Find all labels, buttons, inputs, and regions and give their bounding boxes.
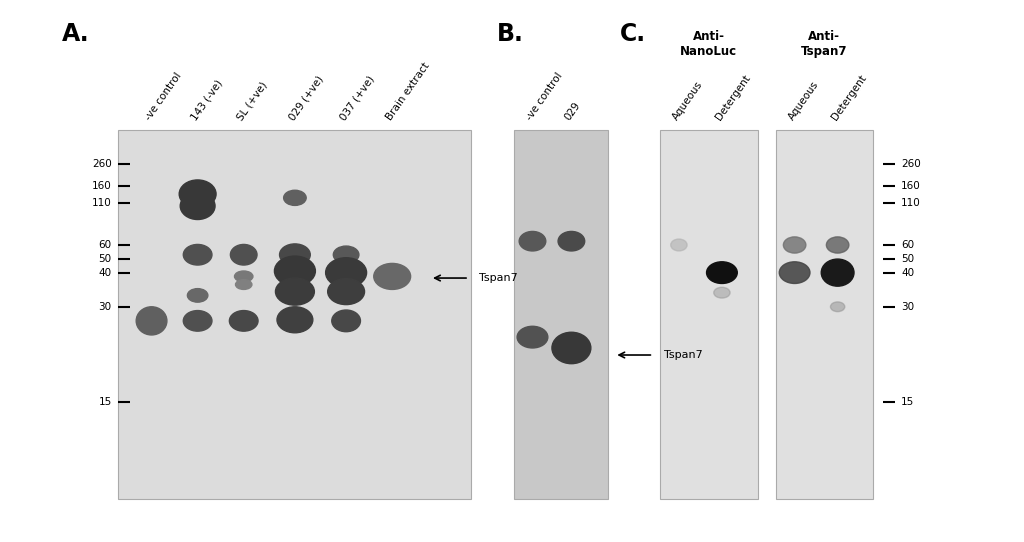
Ellipse shape [274, 256, 315, 286]
Ellipse shape [136, 307, 167, 335]
Text: 50: 50 [98, 254, 112, 264]
Ellipse shape [275, 278, 314, 305]
Ellipse shape [821, 259, 854, 286]
Text: 143 (-ve): 143 (-ve) [189, 78, 224, 122]
Ellipse shape [326, 258, 367, 287]
Bar [514, 130, 608, 499]
Ellipse shape [783, 237, 806, 253]
Ellipse shape [328, 279, 365, 305]
Text: 037 (+ve): 037 (+ve) [338, 74, 376, 122]
Ellipse shape [284, 190, 306, 205]
Ellipse shape [714, 287, 730, 298]
Text: Anti-
Tspan7: Anti- Tspan7 [801, 30, 848, 58]
Text: Detergent: Detergent [829, 73, 868, 122]
Ellipse shape [179, 180, 216, 208]
Ellipse shape [552, 332, 591, 364]
Text: 60: 60 [98, 240, 112, 250]
Text: C.: C. [620, 22, 646, 46]
Text: 40: 40 [98, 268, 112, 278]
Text: A.: A. [61, 22, 89, 46]
Text: -ve control: -ve control [524, 70, 564, 122]
Text: 40: 40 [901, 268, 914, 278]
Ellipse shape [236, 280, 252, 289]
Text: 30: 30 [98, 302, 112, 312]
Ellipse shape [671, 239, 687, 251]
Text: 260: 260 [92, 159, 112, 169]
Ellipse shape [826, 237, 849, 253]
Text: 15: 15 [98, 397, 112, 407]
Ellipse shape [180, 192, 215, 220]
Ellipse shape [280, 244, 310, 266]
Bar [660, 130, 758, 499]
Text: 50: 50 [901, 254, 914, 264]
Text: 160: 160 [92, 182, 112, 191]
Text: Tspan7: Tspan7 [664, 350, 702, 360]
Text: -ve control: -ve control [143, 70, 183, 122]
Text: 029: 029 [563, 100, 583, 122]
Ellipse shape [830, 302, 845, 312]
Ellipse shape [230, 244, 257, 265]
Text: B.: B. [497, 22, 523, 46]
Ellipse shape [517, 326, 548, 348]
Text: 15: 15 [901, 397, 914, 407]
Ellipse shape [234, 271, 253, 282]
Text: Anti-
NanoLuc: Anti- NanoLuc [680, 30, 737, 58]
Text: 30: 30 [901, 302, 914, 312]
Ellipse shape [183, 311, 212, 331]
Text: 029 (+ve): 029 (+ve) [287, 74, 325, 122]
Text: Aqueous: Aqueous [786, 79, 820, 122]
Text: 110: 110 [901, 198, 921, 208]
Ellipse shape [183, 244, 212, 265]
Ellipse shape [374, 263, 411, 289]
Ellipse shape [334, 246, 359, 263]
Text: Aqueous: Aqueous [671, 79, 705, 122]
Ellipse shape [187, 288, 208, 302]
Text: 60: 60 [901, 240, 914, 250]
Text: 160: 160 [901, 182, 921, 191]
Text: SL (+ve): SL (+ve) [236, 80, 269, 122]
Ellipse shape [707, 262, 737, 283]
Bar [776, 130, 873, 499]
Text: 110: 110 [92, 198, 112, 208]
Text: Brain extract: Brain extract [384, 61, 431, 122]
Text: Detergent: Detergent [714, 73, 753, 122]
Ellipse shape [558, 231, 585, 251]
Ellipse shape [332, 310, 360, 332]
Text: 260: 260 [901, 159, 921, 169]
Bar [118, 130, 471, 499]
Ellipse shape [519, 231, 546, 251]
Ellipse shape [229, 311, 258, 331]
Ellipse shape [276, 307, 313, 333]
Text: Tspan7: Tspan7 [479, 273, 518, 283]
Ellipse shape [779, 262, 810, 283]
